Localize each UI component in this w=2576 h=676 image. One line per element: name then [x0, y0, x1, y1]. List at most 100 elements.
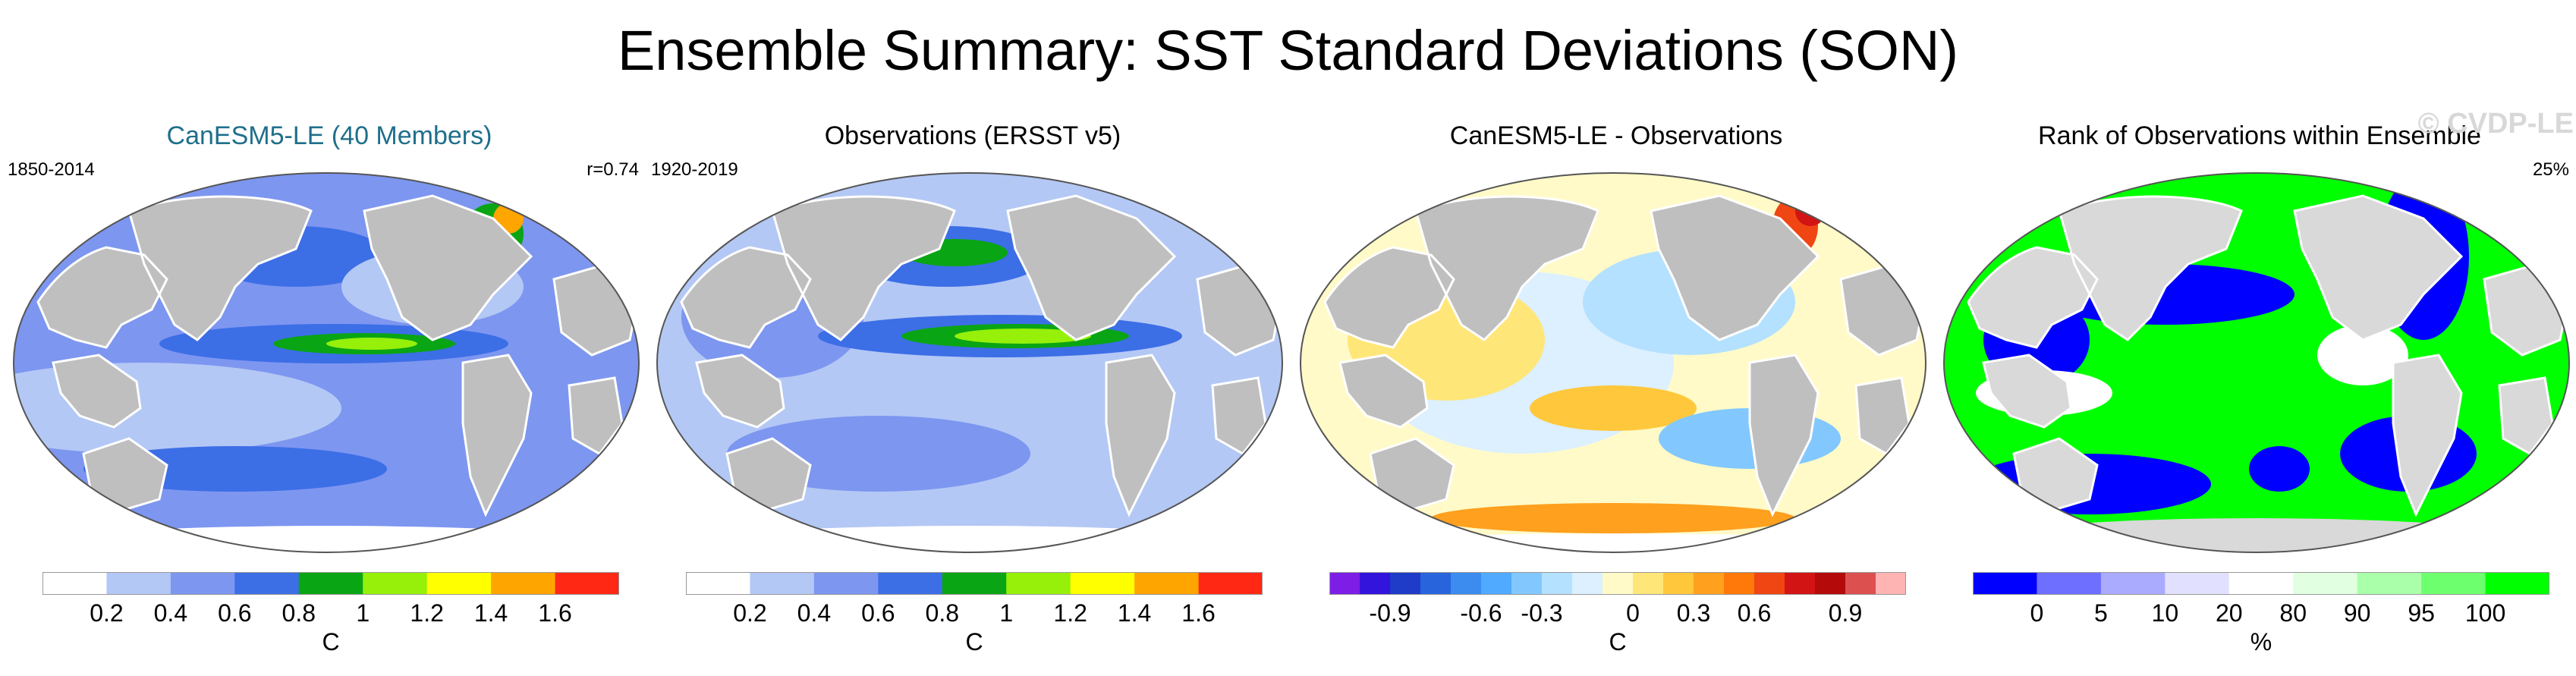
colorbar-tick-label: 95 [2408, 599, 2435, 627]
stat-label: 25% [2532, 159, 2569, 180]
colorbar-swatch [234, 572, 300, 595]
field-patch [14, 363, 341, 454]
field-patch [1431, 503, 1795, 533]
colorbar-swatch [878, 572, 943, 595]
colorbar-swatch [1481, 572, 1512, 595]
colorbar-frame [686, 572, 1263, 595]
colorbar-swatch [1663, 572, 1694, 595]
panel-title: CanESM5-LE (40 Members) [166, 121, 492, 150]
colorbar-swatch [1973, 572, 2037, 595]
colorbar-swatch [1134, 572, 1200, 595]
colorbar-tick-label: 0.3 [1676, 599, 1711, 627]
colorbar-swatch [1754, 572, 1785, 595]
colorbar-tick-label: 90 [2343, 599, 2371, 627]
colorbar-tick-label: 20 [2215, 599, 2243, 627]
colorbar-swatch [106, 572, 171, 595]
colorbar-swatch [170, 572, 235, 595]
colorbar-swatch [1451, 572, 1482, 595]
colorbar-unit: % [2250, 628, 2272, 656]
colorbar-ticks: 0.2 0.4 0.6 0.8 1 1.2 1.4 1.6 [651, 599, 1294, 630]
colorbar-swatch [813, 572, 879, 595]
ocean-map [656, 172, 1283, 553]
panel-title: Observations (ERSST v5) [824, 121, 1121, 150]
colorbar-tick-label: 0.4 [153, 599, 188, 627]
colorbar-swatch [1876, 572, 1906, 595]
colorbar-swatch [2228, 572, 2294, 595]
colorbar-swatch [2485, 572, 2549, 595]
colorbar-swatch [2165, 572, 2230, 595]
figure-title: Ensemble Summary: SST Standard Deviation… [617, 19, 1959, 82]
colorbar-swatch [1070, 572, 1135, 595]
watermark: © CVDP-LE [2417, 108, 2574, 140]
colorbar-unit: C [322, 628, 340, 656]
field-patch [1944, 518, 2569, 552]
colorbar-ticks: 0 5 10 20 80 90 95 100 [1938, 599, 2576, 630]
land-mask [680, 194, 1282, 517]
land-mask [1323, 194, 1926, 517]
ocean-map [1300, 172, 1926, 553]
colorbar-swatch [750, 572, 815, 595]
colorbar-swatch [942, 572, 1007, 595]
colorbar-tick-label: 80 [2279, 599, 2307, 627]
land-mask [36, 194, 639, 517]
colorbar-tick-label: 10 [2151, 599, 2179, 627]
colorbar-swatch [2037, 572, 2102, 595]
period-label: 1850-2014 [8, 159, 95, 180]
ocean-map [13, 172, 640, 553]
ocean-map [1943, 172, 2570, 553]
colorbar-tick-label: 0.8 [282, 599, 316, 627]
colorbar-frame [1329, 572, 1906, 595]
field-patch [955, 329, 1091, 344]
map-border [13, 172, 640, 553]
colorbar-tick-label: 1 [356, 599, 370, 627]
colorbar-swatch [1603, 572, 1634, 595]
colorbar-tick-label: 5 [2093, 599, 2108, 627]
colorbar-swatch [1420, 572, 1452, 595]
panel-title: CanESM5-LE - Observations [1449, 121, 1783, 150]
colorbar-tick-label: 0.6 [861, 599, 895, 627]
colorbar-frame [1973, 572, 2549, 595]
map-panel-4: Rank of Observations within Ensemble 25% ©… [1938, 108, 2576, 660]
colorbar-swatch [1572, 572, 1603, 595]
colorbar-tick-label: 1.4 [1117, 599, 1152, 627]
map-border [1300, 172, 1926, 553]
colorbar-swatch [426, 572, 492, 595]
colorbar-tick-label: 1.6 [1181, 599, 1216, 627]
colorbar-swatch [298, 572, 363, 595]
colorbar-tick-label: 0 [1626, 599, 1640, 627]
colorbar-swatch [1542, 572, 1573, 595]
map-border [656, 172, 1283, 553]
colorbar-swatch [686, 572, 750, 595]
map-panel-2: Observations (ERSST v5) 1920-2019 0.2 0.4 0.… [651, 114, 1294, 660]
colorbar-swatch [1785, 572, 1816, 595]
colorbar-swatch [491, 572, 556, 595]
field-patch [14, 526, 639, 552]
colorbar-tick-label: 0.9 [1828, 599, 1863, 627]
colorbar-swatch [2100, 572, 2166, 595]
colorbar-tick-label: 0.2 [733, 599, 767, 627]
colorbar-swatch [1815, 572, 1846, 595]
colorbar-tick-label: 100 [2464, 599, 2506, 627]
colorbar-tick-label: -0.9 [1369, 599, 1411, 627]
colorbar-tick-label: 0.6 [218, 599, 252, 627]
colorbar-unit: C [965, 628, 983, 656]
colorbar-swatch [1694, 572, 1725, 595]
colorbar-tick-label: 1.2 [410, 599, 444, 627]
colorbar-swatch [1198, 572, 1263, 595]
colorbar-tick-label: 0 [2030, 599, 2044, 627]
colorbar [1329, 572, 1906, 595]
colorbar-swatch [1845, 572, 1876, 595]
colorbar-unit: C [1609, 628, 1627, 656]
colorbar-tick-label: 0.2 [90, 599, 124, 627]
colorbar [686, 572, 1263, 595]
colorbar-tick-label: 1.6 [538, 599, 572, 627]
field-patch [1530, 385, 1697, 431]
colorbar-swatch [2293, 572, 2358, 595]
colorbar-swatch [2421, 572, 2486, 595]
colorbar-tick-label: 1.2 [1053, 599, 1087, 627]
colorbar-swatch [555, 572, 619, 595]
map-border [1943, 172, 2570, 553]
map-panel-3: CanESM5-LE - Observations -0.9 -0.6 -0.3 0 0.… [1294, 114, 1938, 660]
colorbar-frame [42, 572, 619, 595]
colorbar-tick-label: 0.6 [1737, 599, 1772, 627]
